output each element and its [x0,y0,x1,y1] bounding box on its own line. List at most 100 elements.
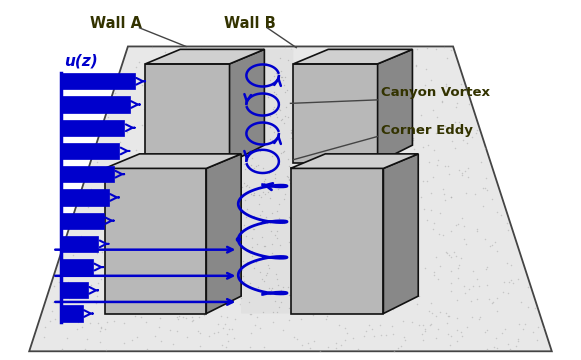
Point [230,215,239,221]
Point [322,141,332,147]
Point [293,310,302,316]
Point [190,250,199,256]
Point [397,343,406,349]
Point [455,127,464,132]
Point [304,184,314,190]
Point [167,153,176,159]
Point [427,321,436,327]
Point [369,210,378,215]
Point [101,142,110,148]
Point [252,161,261,167]
Point [236,278,245,283]
Point [279,82,289,88]
Point [92,159,102,165]
Point [279,327,288,333]
Point [257,60,267,66]
Point [186,269,195,275]
Polygon shape [378,49,413,163]
Point [244,154,253,160]
Point [310,338,319,344]
Point [268,319,278,325]
Point [242,214,251,220]
Point [429,220,439,226]
Point [198,220,207,226]
Point [151,239,160,244]
Point [149,257,158,262]
Point [102,227,111,233]
Point [259,344,268,350]
Point [127,231,137,237]
Point [310,291,320,297]
Point [433,157,443,163]
Point [432,46,441,52]
Point [198,184,207,189]
Point [113,83,122,89]
Point [271,159,281,165]
Point [269,129,278,134]
Point [160,304,169,310]
Point [386,262,395,268]
Point [275,242,284,248]
Point [341,96,350,102]
Point [224,167,234,172]
Point [55,280,64,285]
Point [388,166,397,172]
Point [493,308,502,314]
Point [228,59,238,65]
Point [250,226,259,232]
Point [232,60,241,66]
Point [482,282,492,288]
Point [192,191,201,197]
Point [181,315,191,321]
Point [377,153,386,159]
Point [279,271,288,276]
Point [460,223,469,229]
Point [157,303,166,309]
Point [363,210,372,216]
Point [189,170,198,175]
Point [276,117,285,123]
Point [399,270,408,276]
Point [250,93,260,99]
Point [297,342,307,347]
Point [185,145,195,151]
Point [241,295,250,301]
Point [216,101,225,107]
Point [245,107,254,113]
Point [275,67,284,73]
Point [181,182,190,188]
Point [273,186,282,192]
Point [279,48,289,53]
Point [271,132,281,138]
Point [283,176,292,182]
Point [147,166,156,172]
Point [241,304,250,310]
Point [228,192,238,198]
Point [262,220,271,226]
Point [169,341,178,347]
Point [246,330,256,336]
Point [460,290,469,296]
Point [388,134,397,140]
Polygon shape [229,49,264,163]
Point [260,278,269,284]
Point [224,326,234,332]
Point [328,240,338,246]
Point [134,184,144,190]
Point [259,291,268,296]
Point [313,71,322,76]
Point [252,145,261,151]
Point [468,314,477,320]
Point [447,269,456,274]
Point [367,179,376,184]
Point [239,249,249,255]
Point [278,158,288,164]
Point [130,313,139,319]
Point [271,303,280,309]
Point [376,192,385,197]
Point [428,108,437,113]
Point [337,278,346,284]
Point [115,139,124,144]
Point [114,206,124,212]
Point [435,231,444,237]
